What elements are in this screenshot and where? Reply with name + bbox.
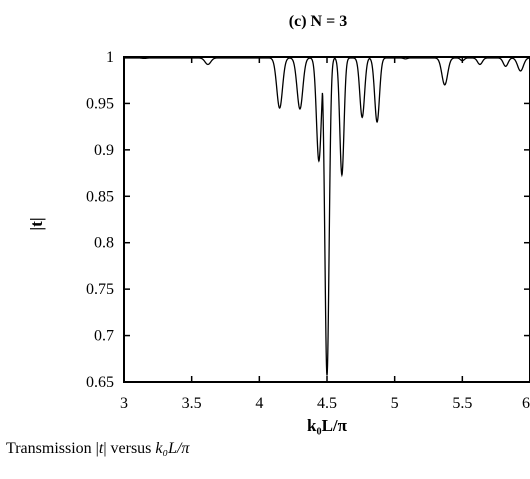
y-tick-label: 1 [106, 49, 114, 66]
plot-frame [123, 56, 530, 383]
caption-t: t [98, 440, 104, 457]
x-tick-label: 6 [522, 395, 530, 412]
x-axis-ticks: 3 3.5 4 4.5 5 5.5 6 [120, 57, 530, 412]
y-tick-label: 0.8 [94, 235, 114, 252]
x-tick-label: 3 [120, 395, 128, 412]
x-tick-label: 4.5 [317, 395, 337, 412]
x-axis-label: k₀L/π [307, 416, 348, 435]
figure-caption: Transmission |t| versus k₀L/π [6, 440, 189, 458]
y-axis-label: |t| [27, 217, 46, 230]
y-tick-label: 0.65 [86, 374, 114, 391]
x-tick-label: 3.5 [182, 395, 202, 412]
chart-title: (c) N = 3 [289, 13, 347, 30]
caption-middle: | versus [103, 440, 156, 457]
series-line [124, 57, 530, 376]
y-tick-label: 0.95 [86, 95, 114, 112]
caption-prefix: Transmission | [6, 440, 99, 457]
x-tick-label: 5.5 [452, 395, 472, 412]
x-tick-label: 4 [255, 395, 263, 412]
caption-expression: k₀L/π [155, 440, 190, 457]
y-tick-label: 0.9 [94, 142, 114, 159]
y-tick-label: 0.85 [86, 188, 114, 205]
y-tick-label: 0.7 [94, 328, 114, 345]
y-tick-label: 0.75 [86, 281, 114, 298]
y-axis-ticks: 0.65 0.7 0.75 0.8 0.85 0.9 0.95 1 [86, 49, 530, 391]
x-tick-label: 5 [391, 395, 399, 412]
